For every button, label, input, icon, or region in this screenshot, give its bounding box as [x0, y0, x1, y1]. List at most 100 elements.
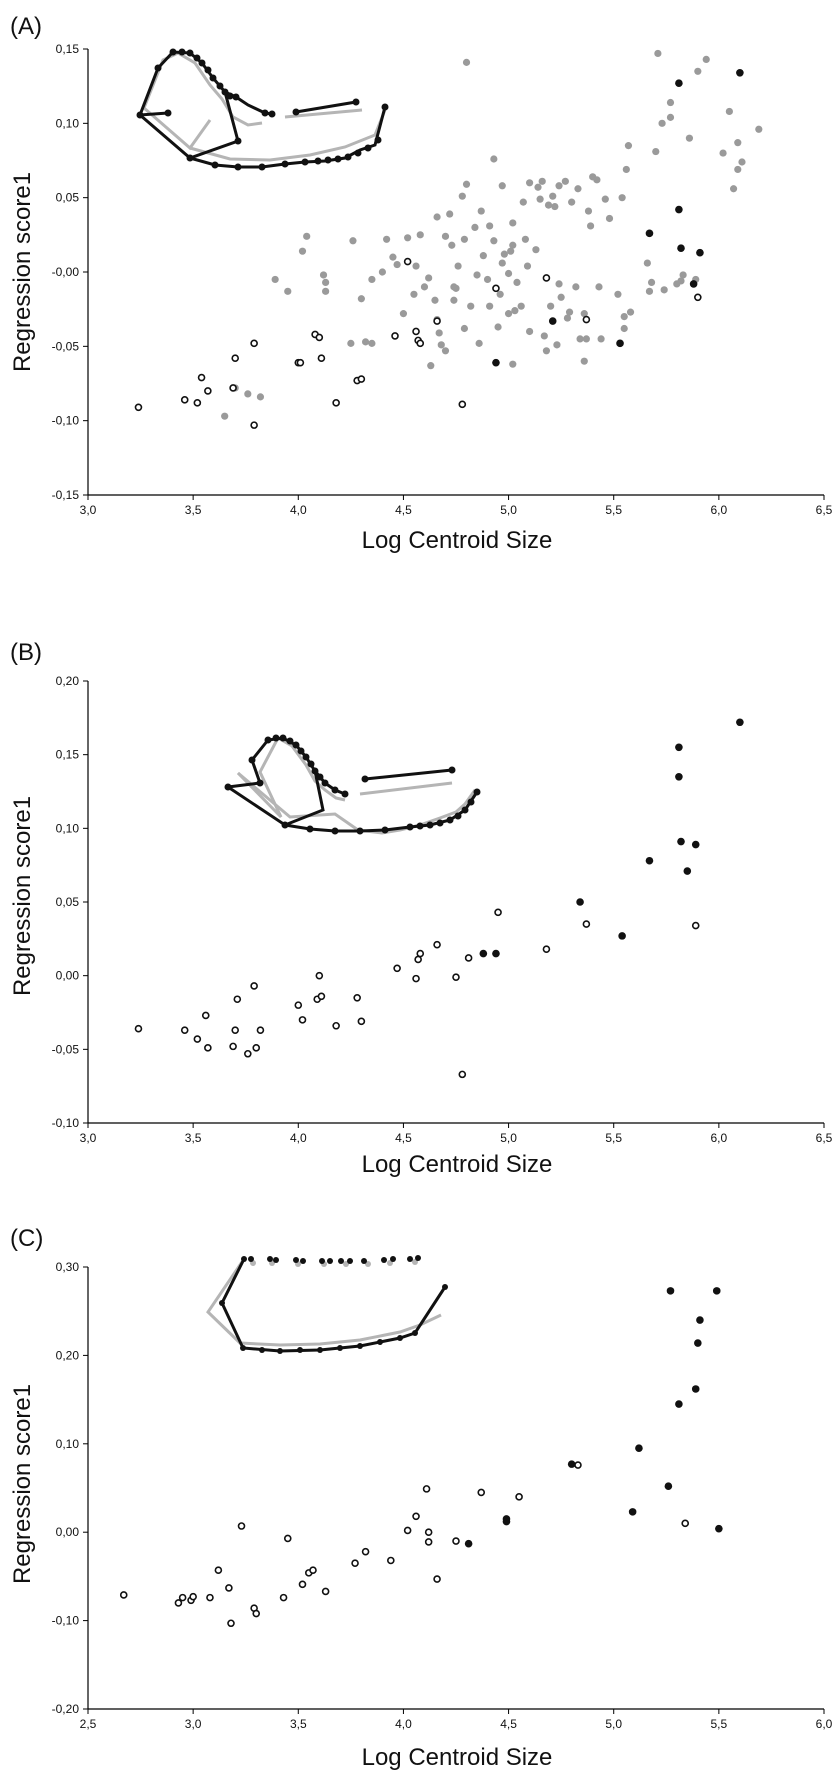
filled-data-point [736, 718, 744, 727]
filled-data-point [666, 1287, 675, 1295]
grey-data-point [357, 295, 365, 303]
open-data-point [464, 954, 473, 962]
grey-data-point [431, 296, 439, 304]
panel-c-inset-grey-outline [206, 1258, 442, 1347]
grey-data-point [618, 194, 626, 202]
panel-a-inset-grey-outline [142, 51, 263, 151]
grey-data-point [666, 113, 675, 121]
grey-data-point [538, 177, 546, 185]
filled-data-point [664, 1482, 673, 1491]
grey-data-point [734, 139, 742, 147]
grey-data-point [513, 278, 521, 287]
grey-data-point [509, 219, 517, 227]
grey-data-point [542, 347, 551, 355]
grey-data-point [479, 252, 487, 260]
open-data-point [279, 1593, 288, 1602]
open-data-point [391, 332, 399, 340]
panel-c-label: (C) [10, 1225, 43, 1252]
filled-data-point [675, 772, 683, 781]
x-tick-label: 3,0 [80, 1131, 97, 1145]
grey-data-point [441, 347, 450, 355]
grey-data-point [582, 335, 590, 343]
filled-data-point [628, 1508, 637, 1516]
filled-data-point [712, 1287, 721, 1295]
grey-data-point [412, 262, 420, 270]
grey-data-point [563, 314, 572, 322]
filled-data-point [696, 1316, 704, 1324]
open-data-point [193, 399, 202, 407]
x-tick-label: 4,5 [395, 1131, 412, 1145]
grey-data-point [494, 323, 502, 331]
grey-data-point [460, 324, 469, 333]
grey-data-point [660, 286, 668, 294]
grey-data-point [378, 268, 386, 276]
open-data-point [180, 396, 189, 404]
open-data-point [283, 1534, 292, 1543]
open-data-point [231, 354, 239, 363]
grey-data-point [498, 259, 506, 267]
open-data-point [681, 1519, 690, 1528]
open-data-point [582, 315, 591, 324]
panel-a-y-axis-title: Regression score1 [9, 172, 36, 372]
open-data-point [229, 384, 237, 392]
grey-data-point [511, 307, 519, 315]
x-tick-label: 5,5 [605, 1131, 622, 1145]
open-data-point [225, 1584, 233, 1592]
y-tick-label: -0,00 [52, 265, 80, 279]
grey-data-point [580, 310, 588, 318]
grey-data-point [460, 235, 469, 243]
x-tick-label: 6,0 [711, 503, 728, 517]
grey-data-point [399, 310, 408, 318]
grey-data-point [490, 237, 498, 245]
open-data-point [197, 373, 206, 382]
open-data-point [309, 1566, 317, 1575]
grey-data-point [496, 290, 504, 298]
x-tick-label: 4,5 [500, 1717, 517, 1731]
grey-data-point [298, 247, 307, 255]
open-data-point [357, 375, 366, 383]
grey-data-point [368, 275, 376, 284]
open-data-point [298, 1016, 307, 1024]
open-data-point [542, 274, 551, 282]
grey-data-point [454, 262, 462, 270]
grey-data-point [486, 302, 494, 310]
y-tick-label: 0,20 [56, 674, 80, 688]
filled-data-point [691, 840, 700, 849]
grey-data-point [536, 195, 544, 203]
filled-data-point [567, 1460, 576, 1468]
grey-data-point [597, 335, 605, 343]
panel-c-x-axis-title: Log Centroid Size [362, 1744, 553, 1771]
open-data-point [403, 257, 412, 266]
panel-b-inset-shape [224, 734, 481, 835]
panel-a-inset-dark-outline [137, 50, 273, 117]
open-data-point [332, 1021, 340, 1030]
grey-data-point [450, 296, 458, 304]
panel-a-axes: 3,0 3,5 4,0 4,5 5,0 5,5 6,0 6,5 -0,15 -0,10 -0,05 -… [52, 42, 833, 517]
y-tick-label: 0,20 [56, 1348, 80, 1362]
y-tick-label: -0,10 [52, 414, 80, 428]
grey-data-point [654, 49, 662, 58]
grey-data-point [624, 142, 633, 150]
open-data-point [204, 1044, 212, 1052]
grey-data-point [427, 362, 435, 370]
panel-b-inset-dark-base [284, 791, 479, 833]
filled-data-point [677, 837, 685, 846]
panel-c-inset-shape [206, 1255, 448, 1354]
grey-data-point [584, 207, 593, 215]
grey-data-point [605, 214, 614, 223]
grey-data-point [555, 280, 563, 288]
grey-data-point [393, 260, 401, 269]
grey-data-point [666, 98, 675, 107]
grey-data-point [593, 176, 601, 184]
open-data-point [357, 1017, 366, 1026]
grey-data-point [473, 271, 481, 279]
grey-data-point [565, 308, 574, 316]
grey-data-point [540, 332, 548, 340]
grey-data-point [576, 335, 584, 343]
grey-data-point [557, 293, 565, 301]
panel-a: (A) Regression score1 Log Centroid Size … [9, 13, 833, 554]
x-tick-label: 3,5 [185, 1131, 202, 1145]
x-tick-label: 5,0 [500, 503, 517, 517]
filled-data-point [492, 358, 500, 367]
panel-b-points [134, 718, 744, 1079]
